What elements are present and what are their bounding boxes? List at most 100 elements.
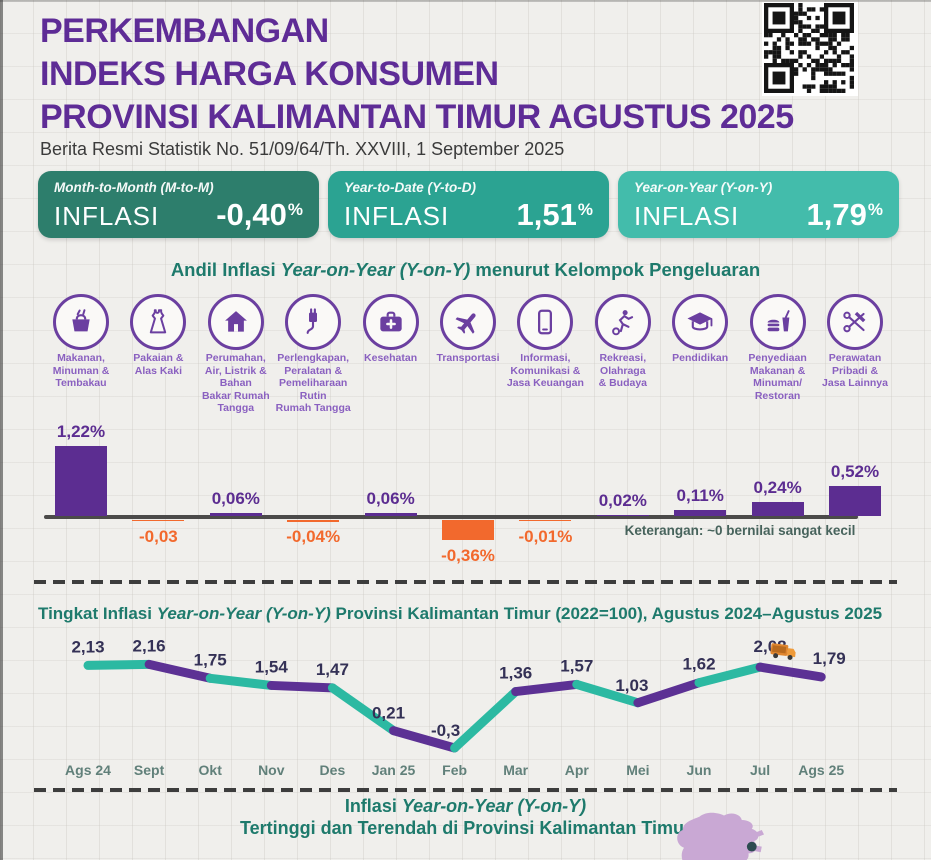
page-title-line-1: PERKEMBANGAN — [40, 12, 329, 50]
line-chart-title: Tingkat Inflasi Year-on-Year (Y-on-Y) Pr… — [38, 604, 883, 623]
line-month-label: Feb — [442, 762, 467, 778]
stat-value: 1,51% — [516, 197, 593, 232]
graduation-cap-icon — [672, 294, 729, 350]
house-icon — [207, 294, 264, 350]
expenditure-group-label: Penyediaan Makanan & Minuman/Restoran — [748, 352, 807, 402]
line-value-label: 2,13 — [71, 637, 104, 656]
line-month-label: Jun — [687, 762, 712, 778]
expenditure-group-label: Perlengkapan, Peralatan & Pemeliharaan Ruti… — [275, 352, 351, 414]
line-month-label: Sept — [134, 762, 165, 778]
stat-box-year-to-date: Year-to-Date (Y-to-D) INFLASI 1,51% — [328, 171, 609, 238]
bar-chart-title: Andil Inflasi Year-on-Year (Y-on-Y) menu… — [170, 259, 761, 280]
expenditure-group-label: Rekreasi, Olahraga & Budaya — [598, 352, 648, 389]
page-edge-top — [0, 0, 931, 2]
scissors-comb-icon — [827, 294, 883, 350]
expenditure-group-label: Perawatan Pribadi & Jasa Lainnya — [822, 352, 888, 389]
release-subtitle: Berita Resmi Statistik No. 51/09/64/Th. … — [40, 139, 565, 159]
line-value-label: 1,03 — [615, 676, 648, 695]
page-title-line-2: INDEKS HARGA KONSUMEN — [40, 55, 499, 93]
bar-5 — [364, 512, 417, 516]
bar-2 — [132, 519, 185, 522]
line-value-label: 1,62 — [682, 655, 715, 674]
bar-value-label: -0,03 — [139, 526, 178, 546]
page-edge-left — [0, 0, 3, 860]
line-value-label: 1,54 — [255, 657, 289, 676]
bar-value-label: -0,36% — [441, 545, 495, 565]
bar-value-label: -0,04% — [286, 527, 341, 547]
stat-box-year-on-year: Year-on-Year (Y-on-Y) INFLASI 1,79% — [618, 171, 899, 238]
line-value-label: 1,36 — [499, 664, 532, 683]
plug-icon — [285, 294, 342, 350]
bar-value-label: 0,24% — [753, 478, 802, 498]
expenditure-group-label: Transportasi — [436, 352, 500, 364]
bar-value-label: 0,52% — [830, 462, 880, 482]
bar-8 — [596, 514, 649, 516]
bar-chart-axis — [44, 515, 858, 519]
line-value-label: -0,3 — [431, 721, 460, 740]
bar-3 — [209, 512, 262, 516]
expenditure-group-label: Informasi, Komunikasi & Jasa Keuangan — [506, 352, 584, 389]
bar-value-label: 0,06% — [366, 488, 415, 508]
expenditure-group-label: Pendidikan — [672, 352, 729, 364]
stat-metric-label: INFLASI — [634, 201, 740, 231]
dashed-divider-2 — [34, 788, 897, 792]
airplane-icon — [440, 294, 496, 350]
bar-11 — [829, 486, 881, 516]
first-aid-kit-icon — [362, 294, 419, 350]
line-month-label: Jul — [750, 762, 770, 778]
bar-chart-note: Keterangan: ~0 bernilai sangat kecil — [624, 523, 856, 538]
bar-value-label: 0,11% — [676, 485, 724, 505]
stat-value: 1,79% — [806, 197, 883, 232]
expenditure-group-label: Perumahan, Air, Listrik & Bahan Bakar Rumah… — [201, 352, 270, 414]
line-month-label: Apr — [565, 762, 590, 778]
line-month-label: Mar — [503, 762, 528, 778]
sports-person-icon — [594, 294, 651, 350]
smartphone-icon — [517, 294, 574, 350]
line-value-label: 0,21 — [372, 704, 405, 723]
stat-value: -0,40% — [216, 197, 303, 232]
expenditure-group-label: Kesehatan — [364, 352, 418, 364]
bar-value-label: 1,22% — [56, 421, 106, 441]
bottom-title-line-2: Tertinggi dan Terendah di Provinsi Kalim… — [239, 818, 692, 838]
line-value-label: 2,16 — [133, 636, 166, 655]
bottom-title-line-1: Inflasi Year-on-Year (Y-on-Y) — [344, 796, 587, 816]
stat-period-label: Month-to-Month (M-to-M) — [54, 180, 214, 195]
line-month-label: Des — [320, 762, 346, 778]
dress-icon — [130, 294, 187, 350]
bar-10 — [751, 502, 804, 516]
qr-code — [762, 2, 858, 96]
page-title-line-3: PROVINSI KALIMANTAN TIMUR AGUSTUS 2025 — [40, 98, 794, 136]
map-location-dot — [746, 841, 757, 852]
stat-metric-label: INFLASI — [344, 201, 450, 231]
bar-6 — [442, 519, 494, 541]
line-month-label: Nov — [258, 762, 285, 778]
food-drink-icon — [749, 294, 806, 350]
bar-1 — [55, 445, 107, 516]
bar-value-label: 0,06% — [211, 488, 260, 508]
kalimantan-timur-map — [677, 812, 764, 860]
bar-value-label: -0,01% — [518, 526, 573, 546]
food-basket-icon — [53, 294, 109, 350]
expenditure-group-label: Pakaian & Alas Kaki — [133, 352, 184, 377]
stat-box-month-to-month: Month-to-Month (M-to-M) INFLASI -0,40% — [38, 171, 319, 238]
stat-period-label: Year-on-Year (Y-on-Y) — [634, 180, 773, 195]
bar-4 — [287, 519, 340, 522]
line-month-label: Mei — [626, 762, 649, 778]
line-month-label: Okt — [199, 762, 223, 778]
line-value-label: 1,75 — [194, 650, 227, 669]
line-value-label: 1,47 — [316, 660, 349, 679]
bar-9 — [674, 509, 727, 516]
dashed-divider-1 — [34, 580, 897, 584]
truck-icon — [770, 643, 796, 660]
bar-value-label: 0,02% — [598, 490, 647, 510]
stat-period-label: Year-to-Date (Y-to-D) — [344, 180, 476, 195]
line-month-label: Jan 25 — [372, 762, 416, 778]
stat-metric-label: INFLASI — [54, 201, 160, 231]
line-month-label: Ags 25 — [798, 762, 844, 778]
line-value-label: 1,79 — [813, 649, 846, 668]
line-month-label: Ags 24 — [65, 762, 111, 778]
bar-7 — [519, 519, 572, 521]
line-chart: 2,13 Ags 24 2,16 Sept 1,75 Okt 1,54 Nov 1,47 Des 0… — [65, 636, 846, 778]
line-value-label: 1,57 — [560, 656, 593, 675]
